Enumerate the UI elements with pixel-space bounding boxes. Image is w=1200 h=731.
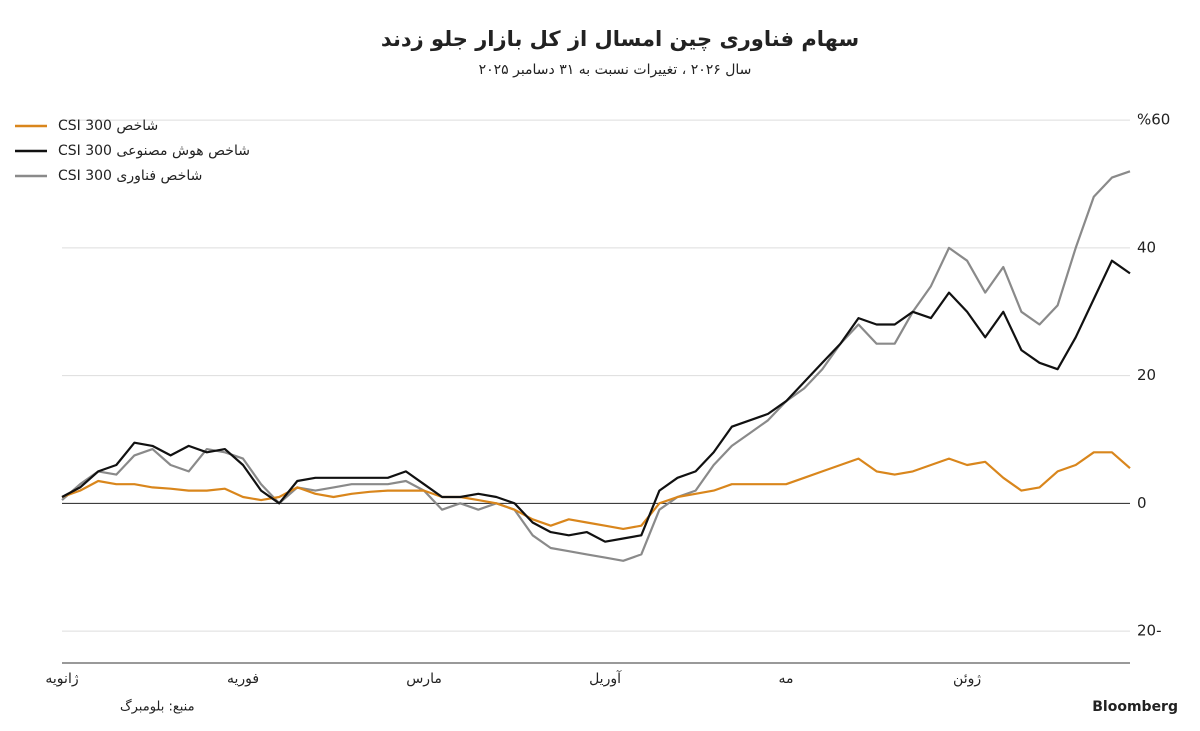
- series-line: [61, 451, 1131, 530]
- x-tick-label: فوریه: [227, 671, 259, 687]
- y-tick-label: 40: [1137, 238, 1156, 256]
- legend-label: شاخص CSI 300: [58, 118, 158, 134]
- y-tick-label: 20-: [1137, 622, 1162, 640]
- y-tick-label: %60: [1137, 111, 1170, 129]
- series-line: [61, 170, 1131, 562]
- x-tick-label: آوریل: [589, 670, 622, 687]
- series-line: [61, 259, 1131, 543]
- x-tick-label: ژوئن: [953, 671, 981, 687]
- y-tick-label: 0: [1137, 494, 1147, 512]
- chart-subtitle: سال ۲۰۲۶ ، تغییرات نسبت به ۳۱ دسامبر ۲۰۲…: [479, 62, 752, 78]
- x-tick-label: مه: [779, 671, 794, 687]
- x-tick-label: مارس: [406, 671, 442, 687]
- y-tick-label: 20: [1137, 366, 1156, 384]
- brand: Bloomberg: [1092, 699, 1178, 715]
- chart-title: سهام فناوری چین امسال از کل بازار جلو زد…: [381, 27, 859, 51]
- legend-label: شاخص فناوری CSI 300: [58, 168, 202, 184]
- source: منبع: بلومبرگ: [120, 698, 195, 715]
- legend-label: شاخص هوش مصنوعی CSI 300: [58, 143, 250, 159]
- x-tick-label: ژانویه: [45, 671, 78, 687]
